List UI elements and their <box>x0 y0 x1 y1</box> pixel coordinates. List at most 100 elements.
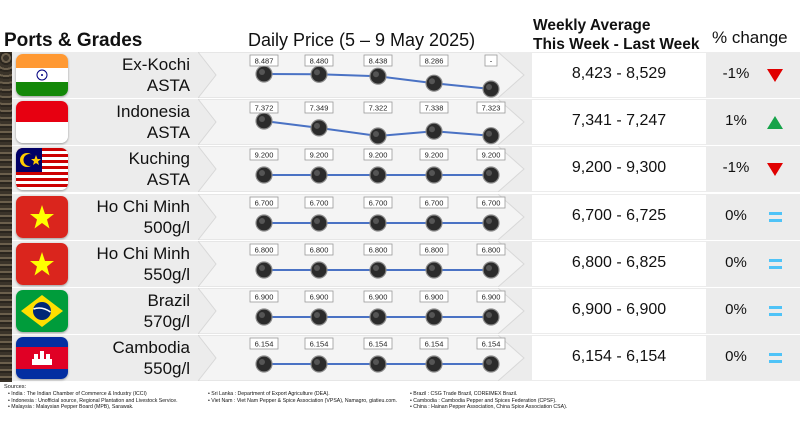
peppercorn-highlight <box>429 312 435 318</box>
weekly-average-value: 7,341 - 7,247 <box>571 112 667 130</box>
data-label-box <box>363 243 393 256</box>
data-point <box>425 308 443 326</box>
data-label-box <box>476 196 506 208</box>
data-label: 9.200 <box>425 151 444 160</box>
data-point <box>425 213 443 232</box>
daily-price-header: Daily Price (5 – 9 May 2025) <box>248 30 476 50</box>
peppercorn-highlight <box>373 264 379 271</box>
data-point <box>310 65 328 83</box>
data-label: 6.700 <box>369 198 388 207</box>
data-label-box <box>419 337 449 350</box>
data-label-box <box>419 54 449 67</box>
sources-title: Sources: <box>4 384 27 390</box>
data-label-box <box>476 290 506 303</box>
equal-sign-icon <box>764 255 786 273</box>
peppercorn-highlight <box>314 217 320 224</box>
daily-price-sparkline: 6.800 6.800 6.800 6.800 6.800 <box>198 240 525 287</box>
table-row: Ho Chi Minh 500g/l 6.700 6.700 6.700 6.700 6.7… <box>12 193 800 240</box>
data-label: 8.480 <box>310 57 329 66</box>
data-point <box>369 261 387 279</box>
data-label: 7.349 <box>310 104 329 113</box>
port-grade-label: Brazil 570g/l <box>72 290 190 332</box>
daily-price-sparkline: 9.200 9.200 9.200 9.200 9.200 <box>198 146 525 193</box>
grade-name: 500g/l <box>143 217 190 237</box>
data-label-box <box>419 243 449 256</box>
port-name: Cambodia <box>112 338 191 358</box>
data-label-box <box>304 54 334 67</box>
weekly-average-value: 6,800 - 6,825 <box>571 253 667 271</box>
port-name: Ex-Kochi <box>121 55 190 74</box>
data-label: 9.200 <box>369 151 388 160</box>
data-label: 9.200 <box>482 151 501 160</box>
data-label-box <box>476 337 506 350</box>
data-label-box <box>249 290 279 303</box>
data-label-box <box>304 148 334 161</box>
data-label: 7.372 <box>255 104 274 113</box>
data-point <box>425 74 443 92</box>
data-label-box <box>476 148 506 161</box>
data-label: 8.438 <box>369 57 388 66</box>
port-name: Indonesia <box>116 102 190 122</box>
peppercorn-highlight <box>486 264 492 271</box>
data-label-box <box>419 290 449 303</box>
data-label: 6.900 <box>369 293 388 302</box>
pct-change-value: 0% <box>725 253 747 271</box>
table-row: Indonesia ASTA 7.372 7.349 7.322 7.338 7.323 7,… <box>12 99 800 146</box>
data-point <box>482 213 500 232</box>
source-item: • India : The Indian Chamber of Commerce… <box>8 391 147 397</box>
source-item: • Indonesia : Unofficial source, Regiona… <box>8 397 178 404</box>
data-point <box>482 80 500 98</box>
data-label-box <box>304 243 334 256</box>
source-item: • Malaysia : Malaysian Pepper Board (MPB… <box>8 404 134 411</box>
data-label: 8.487 <box>255 57 274 66</box>
port-name: Ho Chi Minh <box>96 243 190 263</box>
table-row: Cambodia 550g/l 6.154 6.154 6.154 6.154 6.154 6… <box>12 335 800 382</box>
data-label-box <box>249 196 279 208</box>
data-label-box <box>419 196 449 208</box>
data-label: 6.800 <box>425 245 444 254</box>
weekly-average-value: 6,900 - 6,900 <box>571 301 667 318</box>
peppercorn-highlight <box>373 131 379 138</box>
data-point <box>482 308 500 326</box>
table-row: Ex-Kochi ASTA 8.487 8.480 8.438 8.286 - 8,423 -… <box>12 52 800 98</box>
data-point <box>369 355 387 373</box>
data-label: 8.286 <box>425 57 444 66</box>
peppercorn-highlight <box>373 312 379 318</box>
data-label: 6.900 <box>310 293 329 302</box>
data-label-box <box>304 196 334 208</box>
ports-grades-header: Ports & Grades <box>4 30 143 51</box>
peppercorn-strip-decoration <box>0 52 12 382</box>
grade-name: 570g/l <box>143 312 190 331</box>
data-label-box <box>363 290 393 303</box>
data-point <box>310 166 328 184</box>
port-grade-label: Ex-Kochi ASTA <box>72 54 190 96</box>
india-flag-icon <box>16 54 68 96</box>
data-label-box <box>363 148 393 161</box>
pct-change-value: -1% <box>722 65 750 82</box>
sources-column-3: • Brazil : CSG Trade Brazil, COREIMEX Br… <box>410 391 567 411</box>
table-row: Ho Chi Minh 550g/l 6.800 6.800 6.800 6.800 6.8… <box>12 240 800 287</box>
data-label-box <box>484 54 498 67</box>
data-label-box <box>304 337 334 350</box>
daily-price-sparkline: 6.900 6.900 6.900 6.900 6.900 <box>198 288 525 334</box>
peppercorn-highlight <box>429 78 435 85</box>
down-triangle-icon <box>764 160 786 178</box>
data-point <box>255 166 273 184</box>
data-point <box>369 127 387 145</box>
data-point <box>482 261 500 279</box>
port-name: Ho Chi Minh <box>96 196 190 216</box>
port-grade-label: Cambodia 550g/l <box>72 337 191 379</box>
pct-change-value: -1% <box>722 159 750 177</box>
data-point <box>255 355 273 373</box>
data-label: 6.800 <box>310 245 329 254</box>
peppercorn-highlight <box>259 312 265 318</box>
data-label: 6.154 <box>310 340 329 349</box>
peppercorn-highlight <box>429 126 435 133</box>
pct-change-value: 0% <box>725 348 747 366</box>
grade-name: 550g/l <box>143 359 190 379</box>
data-label: 9.200 <box>310 151 329 160</box>
port-name: Brazil <box>147 291 190 310</box>
data-label-box <box>476 101 506 114</box>
peppercorn-highlight <box>259 264 265 271</box>
peppercorn-highlight <box>314 69 320 76</box>
